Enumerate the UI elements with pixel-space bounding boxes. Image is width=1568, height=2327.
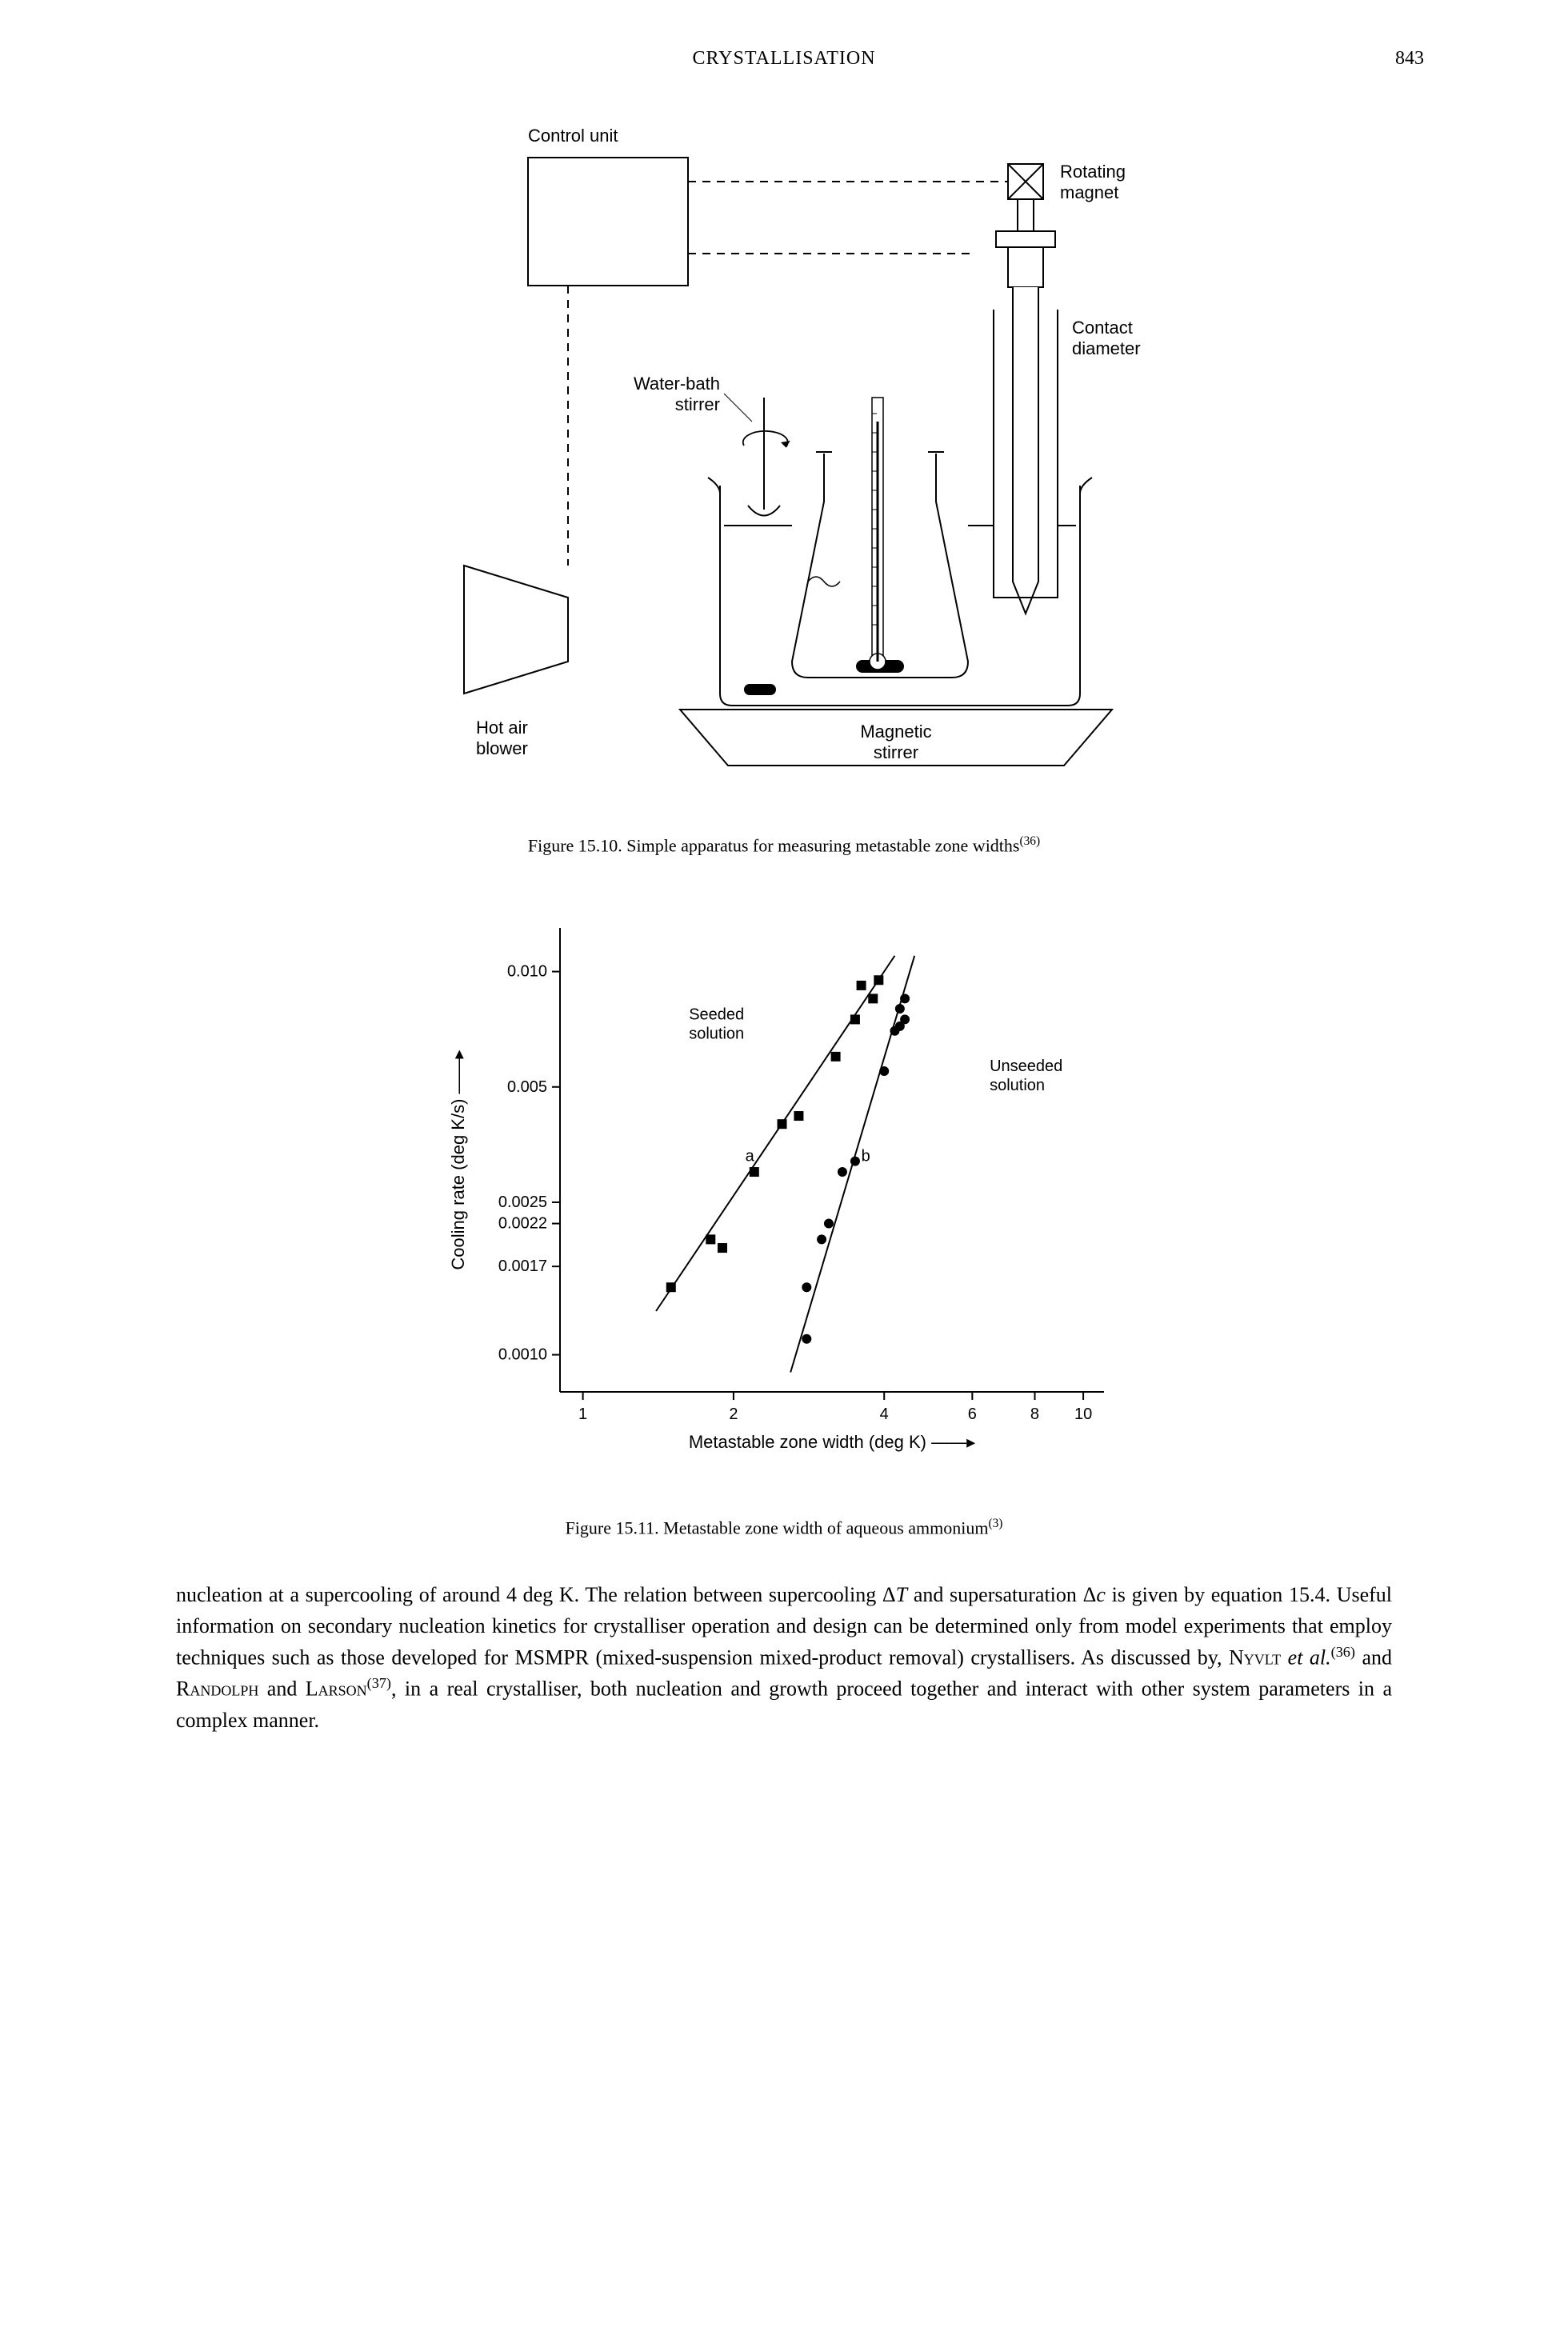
svg-text:stirrer: stirrer bbox=[675, 394, 720, 414]
svg-text:8: 8 bbox=[1030, 1405, 1039, 1423]
svg-text:Unseeded: Unseeded bbox=[990, 1058, 1062, 1075]
page-number: 843 bbox=[1344, 48, 1424, 70]
fig1-caption: Figure 15.10. Simple apparatus for measu… bbox=[80, 834, 1488, 856]
svg-text:diameter: diameter bbox=[1072, 338, 1141, 358]
svg-text:0.0017: 0.0017 bbox=[498, 1258, 547, 1276]
svg-text:a: a bbox=[746, 1148, 755, 1165]
svg-text:Metastable zone width (deg K): Metastable zone width (deg K) ——▸ bbox=[689, 1432, 975, 1452]
svg-text:solution: solution bbox=[990, 1077, 1045, 1094]
svg-text:0.0010: 0.0010 bbox=[498, 1346, 547, 1364]
svg-text:0.0022: 0.0022 bbox=[498, 1215, 547, 1233]
fig2-caption: Figure 15.11. Metastable zone width of a… bbox=[80, 1517, 1488, 1538]
svg-text:Cooling rate (deg K/s) ——▸: Cooling rate (deg K/s) ——▸ bbox=[448, 1050, 468, 1270]
svg-text:solution: solution bbox=[689, 1026, 744, 1043]
page-header: CRYSTALLISATION bbox=[224, 48, 1344, 70]
svg-text:0.0025: 0.0025 bbox=[498, 1193, 547, 1211]
svg-text:6: 6 bbox=[968, 1405, 977, 1423]
svg-text:Seeded: Seeded bbox=[689, 1006, 744, 1024]
svg-text:Rotating: Rotating bbox=[1060, 162, 1126, 182]
body-paragraph: nucleation at a supercooling of around 4… bbox=[176, 1579, 1392, 1736]
svg-text:Control unit: Control unit bbox=[528, 126, 618, 146]
svg-text:blower: blower bbox=[476, 738, 528, 758]
apparatus-diagram: Control unit Rotatingmagnet Contactdiamete… bbox=[344, 102, 1224, 806]
svg-text:0.005: 0.005 bbox=[507, 1078, 547, 1096]
svg-text:magnet: magnet bbox=[1060, 182, 1118, 202]
svg-text:4: 4 bbox=[880, 1405, 889, 1423]
svg-text:b: b bbox=[862, 1148, 870, 1165]
svg-text:Magnetic: Magnetic bbox=[860, 722, 931, 742]
svg-text:Water-bath: Water-bath bbox=[634, 374, 720, 394]
svg-text:Hot air: Hot air bbox=[476, 718, 528, 738]
svg-text:0.010: 0.010 bbox=[507, 963, 547, 981]
svg-text:1: 1 bbox=[578, 1405, 587, 1423]
svg-text:stirrer: stirrer bbox=[874, 742, 918, 762]
svg-text:2: 2 bbox=[729, 1405, 738, 1423]
svg-text:Contact: Contact bbox=[1072, 318, 1133, 338]
svg-text:10: 10 bbox=[1074, 1405, 1092, 1423]
metastable-chart: 1 2 4 6 8 10 0.0010 0.0017 0.0022 0.0025 0.005 0.01… bbox=[424, 896, 1144, 1488]
